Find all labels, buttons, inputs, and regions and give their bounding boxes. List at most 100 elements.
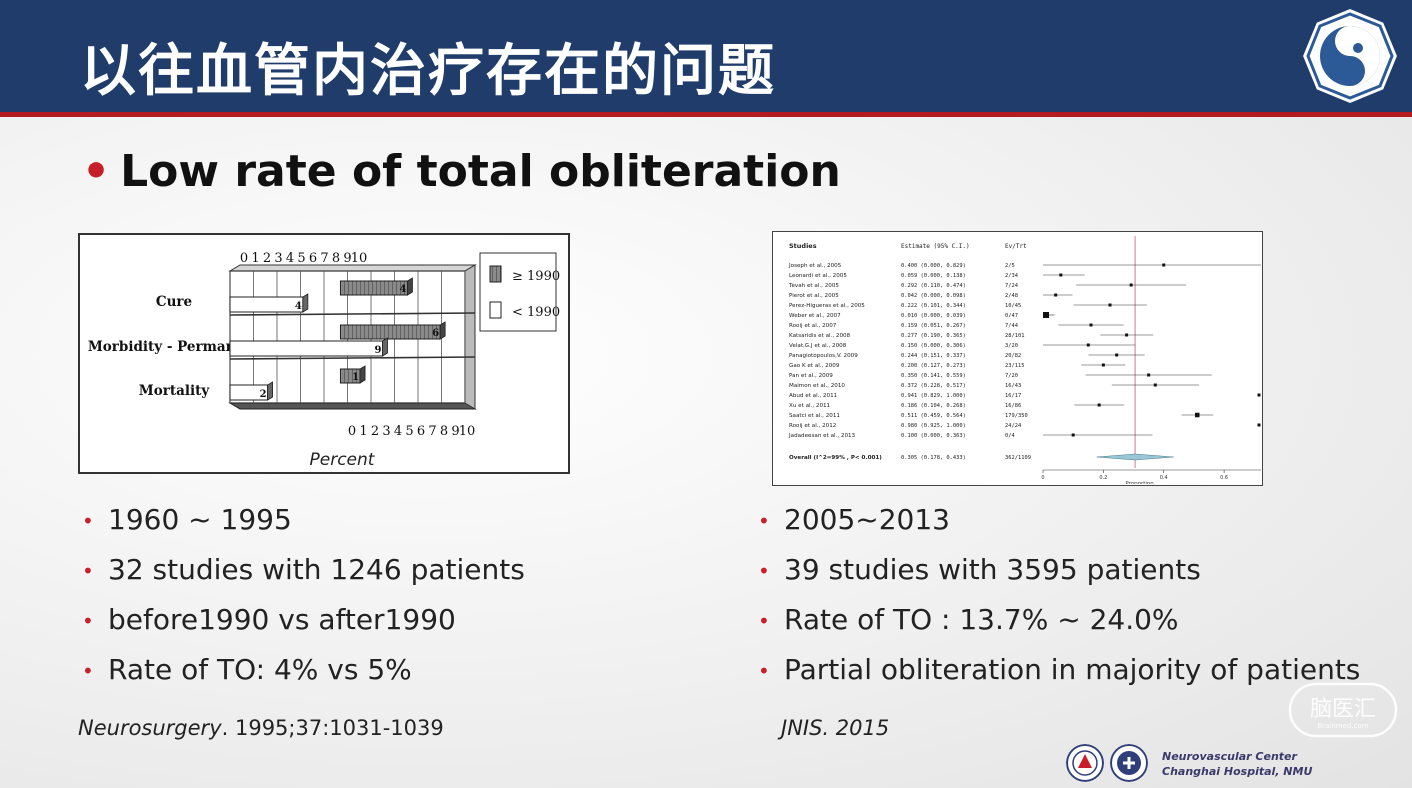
top-tick-label: 8 (332, 251, 340, 266)
point-estimate (1071, 433, 1075, 437)
study-estimate: 0.511 (0.459, 0.564) (901, 413, 966, 419)
list-item: • 39 studies with 3595 patients (758, 553, 1201, 586)
study-evtrt: 2/5 (1005, 263, 1015, 269)
legend-label: < 1990 (512, 305, 560, 320)
study-name: Pan et al., 2009 (789, 373, 833, 379)
study-estimate: 0.244 (0.151, 0.337) (901, 353, 966, 359)
x-tick-label: 0.4 (1160, 475, 1168, 481)
bottom-tick-label: 1 (359, 424, 367, 439)
study-estimate: 0.150 (0.000, 0.306) (901, 343, 966, 349)
study-name: Xu et al., 2011 (789, 403, 831, 409)
point-estimate (1129, 283, 1133, 287)
overall-evtrt: 362/1109 (1005, 455, 1031, 461)
bottom-tick-label: 4 (394, 424, 402, 439)
forest-header-studies: Studies (789, 242, 817, 250)
bar-series1-end (439, 321, 446, 340)
study-evtrt: 24/24 (1005, 423, 1021, 429)
footer-line2: Changhai Hospital, NMU (1162, 765, 1313, 778)
list-item: • 1960 ~ 1995 (82, 503, 292, 536)
overall-label: Overall (I^2=99% , P< 0.001) (789, 455, 882, 461)
top-tick-label: 9 (343, 251, 351, 266)
bar-series1 (339, 280, 408, 296)
point-estimate (1086, 343, 1090, 347)
citation-left: Neurosurgery. 1995;37:1031-1039 (78, 716, 444, 740)
study-evtrt: 7/44 (1005, 323, 1018, 329)
list-item: • 32 studies with 1246 patients (82, 553, 525, 586)
bottom-tick-label: 0 (348, 424, 356, 439)
point-estimate (1153, 383, 1157, 387)
study-estimate: 0.059 (0.000, 0.138) (901, 273, 966, 279)
bar-chart-figure: 0 1 2 3 4 5 6 7 8 9 10 0 1 2 3 4 5 6 7 8 9 10 Cure Morbidity … (78, 233, 570, 474)
study-name: Katsaridis et al., 2008 (789, 333, 851, 339)
title-accent-line (0, 112, 1412, 117)
study-evtrt: 16/86 (1005, 403, 1021, 409)
point-estimate (1115, 353, 1119, 357)
study-evtrt: 7/24 (1005, 283, 1018, 289)
study-evtrt: 0/4 (1005, 433, 1015, 439)
bullet-dot-icon: • (82, 559, 94, 583)
point-estimate (1257, 423, 1261, 427)
citation-left-journal: Neurosurgery (78, 716, 222, 740)
bottom-tick-label: 2 (371, 424, 379, 439)
category-label: Morbidity - Permanent (88, 339, 261, 355)
study-estimate: 0.350 (0.141, 0.559) (901, 373, 966, 379)
list-item: • Rate of TO : 13.7% ~ 24.0% (758, 603, 1179, 636)
bottom-tick-label: 3 (382, 424, 390, 439)
study-evtrt: 7/20 (1005, 373, 1018, 379)
study-name: Velat,G.J et al., 2008 (789, 343, 847, 349)
point-estimate (1097, 403, 1101, 407)
study-estimate: 0.100 (0.000, 0.363) (901, 433, 966, 439)
study-evtrt: 0/47 (1005, 313, 1018, 319)
bar-value-label: 4 (295, 301, 302, 312)
bar-series1-end (407, 277, 413, 296)
point-estimate (1101, 363, 1105, 367)
study-evtrt: 20/82 (1005, 353, 1021, 359)
study-evtrt: 10/45 (1005, 303, 1021, 309)
university-seal-icon (1066, 744, 1104, 782)
forest-plot: Studies Estimate (95% C.I.) Ev/Trt Josep… (788, 236, 1323, 487)
study-evtrt: 28/101 (1005, 333, 1024, 339)
bottom-tick-label: 9 (451, 424, 459, 439)
legend-label: ≥ 1990 (512, 269, 560, 284)
study-estimate: 0.010 (0.000, 0.039) (901, 313, 966, 319)
category-label: Mortality (139, 383, 211, 399)
point-estimate (1162, 263, 1166, 267)
main-bullet-text: Low rate of total obliteration (120, 146, 841, 197)
bar-chart-xlabel: Percent (310, 450, 376, 470)
top-tick-label: 3 (274, 251, 282, 266)
study-estimate: 0.372 (0.228, 0.517) (901, 383, 966, 389)
study-name: Weber et al., 2007 (789, 313, 841, 319)
bullet-dot-icon: • (758, 559, 770, 583)
x-tick-label: 0.2 (1099, 475, 1107, 481)
study-name: Leonardi et al., 2005 (789, 273, 847, 279)
bullet-dot-icon: • (82, 146, 111, 197)
bar-series2-end (302, 293, 309, 313)
watermark-text: 脑医汇 (1310, 697, 1376, 722)
study-name: Saatci et al., 2011 (789, 413, 840, 419)
x-tick-label: 0 (1041, 475, 1044, 481)
study-evtrt: 16/17 (1005, 393, 1021, 399)
forest-header-estimate: Estimate (95% C.I.) (901, 243, 970, 250)
list-item: • Rate of TO: 4% vs 5% (82, 653, 412, 686)
study-name: Joseph et al., 2005 (788, 263, 842, 269)
bar-value-label: 4 (400, 284, 407, 295)
study-name: Panagiotopoulos,V. 2009 (789, 353, 858, 359)
top-tick-label: 7 (320, 251, 328, 266)
top-tick-label: 5 (297, 251, 305, 266)
list-item: • before1990 vs after1990 (82, 603, 456, 636)
watermark-logo: 脑医汇 Brainmed.com (1288, 682, 1398, 738)
study-estimate: 0.941 (0.829, 1.000) (901, 393, 966, 399)
point-estimate (1147, 373, 1151, 377)
study-estimate: 0.159 (0.051, 0.267) (901, 323, 966, 329)
hospital-logo-icon (1300, 6, 1400, 106)
study-name: Pierot et al., 2005 (789, 293, 839, 299)
citation-right-journal: JNIS. 2015 (781, 716, 890, 740)
top-tick-label: 1 (251, 251, 259, 266)
bullet-dot-icon: • (82, 659, 94, 683)
right-bullet-list: • 2005~2013 • 39 studies with 3595 patient… (758, 503, 1360, 703)
study-estimate: 0.200 (0.127, 0.273) (901, 363, 966, 369)
bar-value-label: 6 (432, 328, 439, 339)
bottom-tick-label: 5 (405, 424, 413, 439)
study-estimate: 0.400 (0.000, 0.829) (901, 263, 966, 269)
bullet-dot-icon: • (758, 609, 770, 633)
